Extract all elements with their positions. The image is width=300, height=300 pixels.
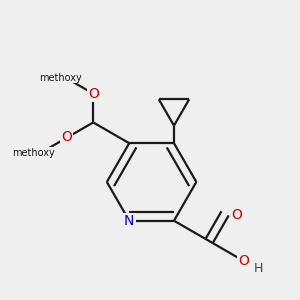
Text: methoxy: methoxy (13, 148, 55, 158)
Text: O: O (88, 87, 99, 101)
Text: O: O (61, 130, 72, 144)
Text: O: O (231, 208, 242, 222)
Text: N: N (124, 214, 134, 228)
Text: H: H (253, 262, 263, 275)
Text: methoxy: methoxy (39, 73, 82, 83)
Text: O: O (238, 254, 249, 268)
